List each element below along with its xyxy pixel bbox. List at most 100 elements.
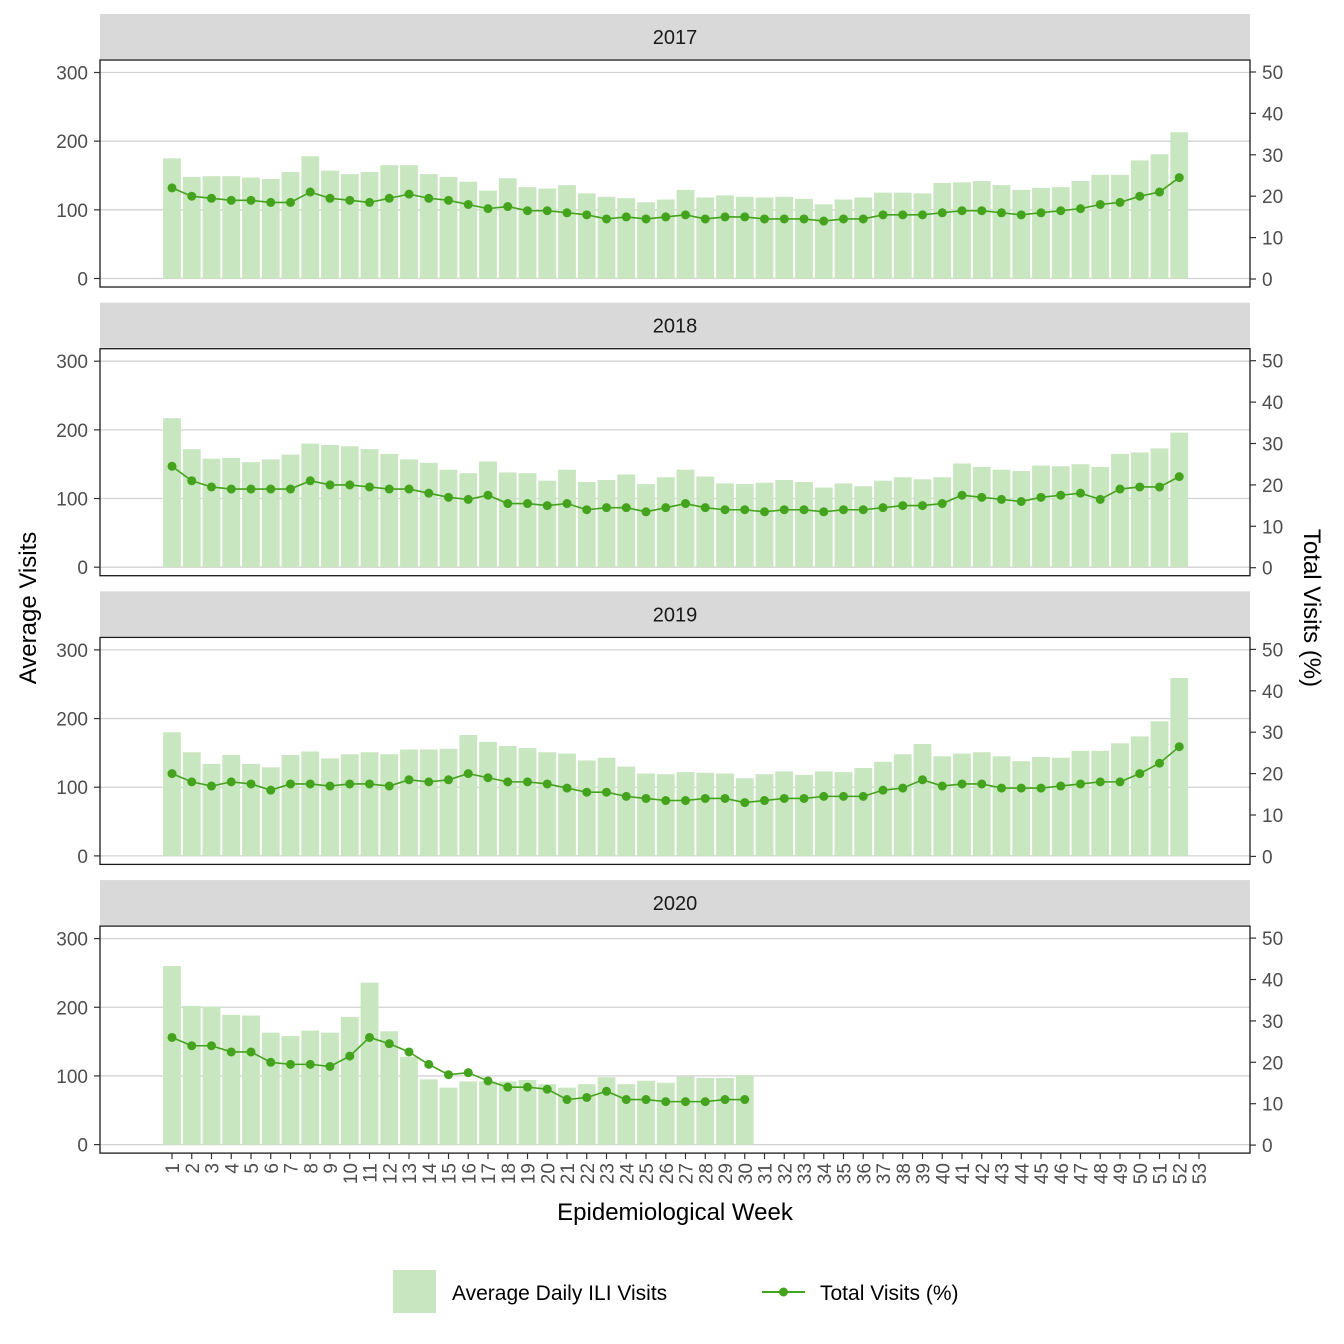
bar-week-13 (400, 1056, 418, 1145)
bar-week-42 (972, 752, 991, 856)
pct-point-week-37 (878, 210, 888, 220)
pct-point-week-9 (325, 193, 335, 203)
pct-point-week-44 (1016, 496, 1026, 506)
bar-week-7 (281, 754, 300, 856)
bar-week-21 (558, 1087, 576, 1145)
x-tick-label: 18 (499, 1163, 520, 1184)
y-tick-label-right: 20 (1262, 1053, 1283, 1074)
pct-point-week-42 (977, 779, 987, 789)
pct-point-week-41 (957, 206, 967, 216)
pct-point-week-38 (898, 501, 908, 511)
pct-point-week-24 (621, 212, 631, 222)
pct-point-week-14 (424, 1059, 434, 1069)
pct-point-week-13 (404, 189, 414, 199)
bar-week-6 (261, 178, 280, 279)
pct-point-week-13 (404, 1047, 414, 1057)
pct-point-week-40 (937, 781, 947, 791)
bar-week-36 (854, 768, 873, 856)
bar-week-23 (597, 196, 616, 279)
bar-week-19 (518, 1080, 537, 1145)
pct-point-week-4 (226, 777, 236, 787)
bar-week-26 (656, 774, 675, 856)
y-tick-label-left: 300 (56, 352, 88, 373)
x-tick-label: 53 (1190, 1163, 1211, 1184)
bar-week-9 (321, 444, 339, 568)
bar-week-15 (439, 176, 458, 279)
pct-point-week-45 (1036, 492, 1046, 502)
pct-point-week-2 (187, 476, 197, 486)
bar-week-32 (775, 479, 794, 568)
bar-week-16 (459, 473, 478, 568)
bar-week-31 (755, 482, 774, 568)
pct-point-week-11 (365, 779, 374, 789)
bar-week-19 (518, 187, 537, 279)
pct-point-week-6 (266, 1057, 276, 1067)
pct-point-week-37 (878, 503, 888, 513)
x-tick-label: 41 (953, 1163, 974, 1184)
pct-point-week-22 (582, 787, 592, 797)
y-tick-label-right: 30 (1262, 435, 1283, 456)
y-tick-label-left: 100 (56, 1067, 88, 1088)
bar-week-6 (261, 767, 280, 856)
pct-point-week-7 (286, 484, 295, 494)
pct-point-week-20 (542, 779, 552, 789)
x-tick-label: 43 (993, 1163, 1014, 1184)
pct-point-week-43 (997, 783, 1006, 793)
pct-point-week-24 (621, 791, 631, 801)
pct-point-week-36 (858, 791, 868, 801)
panels: 2017010020030001020304050201801002003000… (56, 14, 1283, 1157)
bar-week-28 (696, 197, 715, 279)
pct-point-week-23 (602, 503, 611, 513)
x-tick-label: 42 (973, 1163, 994, 1184)
pct-point-week-34 (819, 791, 829, 801)
pct-point-week-16 (463, 1068, 473, 1078)
pct-point-week-28 (700, 503, 710, 513)
y-tick-label-right: 10 (1262, 1095, 1283, 1116)
y-tick-label-right: 40 (1262, 682, 1283, 703)
x-tick-label: 9 (321, 1163, 342, 1174)
pct-point-week-11 (365, 197, 374, 207)
pct-point-week-31 (760, 507, 769, 517)
pct-point-week-35 (839, 505, 848, 515)
pct-point-week-28 (700, 1097, 710, 1107)
pct-point-week-19 (523, 777, 532, 787)
bar-week-32 (775, 771, 794, 856)
pct-point-week-12 (384, 484, 394, 494)
bar-week-35 (834, 199, 853, 279)
pct-point-week-15 (444, 1070, 453, 1080)
panel-strip (100, 880, 1250, 926)
bar-week-50 (1130, 452, 1149, 568)
bar-week-52 (1170, 432, 1189, 568)
pct-point-week-14 (424, 193, 434, 203)
x-tick-label: 17 (479, 1163, 500, 1184)
bar-week-52 (1170, 678, 1189, 856)
bar-week-15 (439, 748, 458, 856)
pct-point-week-45 (1036, 208, 1046, 218)
pct-point-week-45 (1036, 783, 1046, 793)
bar-week-2 (182, 176, 201, 279)
pct-point-week-26 (661, 1097, 671, 1107)
pct-point-week-19 (523, 499, 532, 509)
pct-point-week-1 (167, 769, 177, 779)
x-tick-label: 19 (519, 1163, 540, 1184)
pct-point-week-29 (720, 505, 730, 515)
pct-point-week-6 (266, 197, 276, 207)
bar-week-5 (242, 462, 260, 568)
bar-week-50 (1130, 160, 1149, 279)
pct-point-week-21 (562, 1095, 572, 1105)
bar-week-29 (716, 195, 734, 279)
pct-point-week-5 (246, 1047, 256, 1057)
pct-line (171, 465, 1180, 513)
bar-week-27 (676, 1076, 695, 1145)
x-tick-label: 52 (1170, 1163, 1191, 1184)
bar-week-49 (1111, 453, 1129, 568)
bar-week-7 (281, 454, 300, 568)
pct-line (171, 176, 1180, 222)
bar-week-22 (577, 760, 596, 856)
y-tick-label-left: 200 (56, 421, 88, 442)
pct-point-week-38 (898, 783, 908, 793)
pct-point-week-14 (424, 777, 434, 787)
pct-point-week-3 (207, 1041, 216, 1051)
y-tick-label-right: 20 (1262, 765, 1283, 786)
pct-point-week-9 (325, 480, 335, 490)
